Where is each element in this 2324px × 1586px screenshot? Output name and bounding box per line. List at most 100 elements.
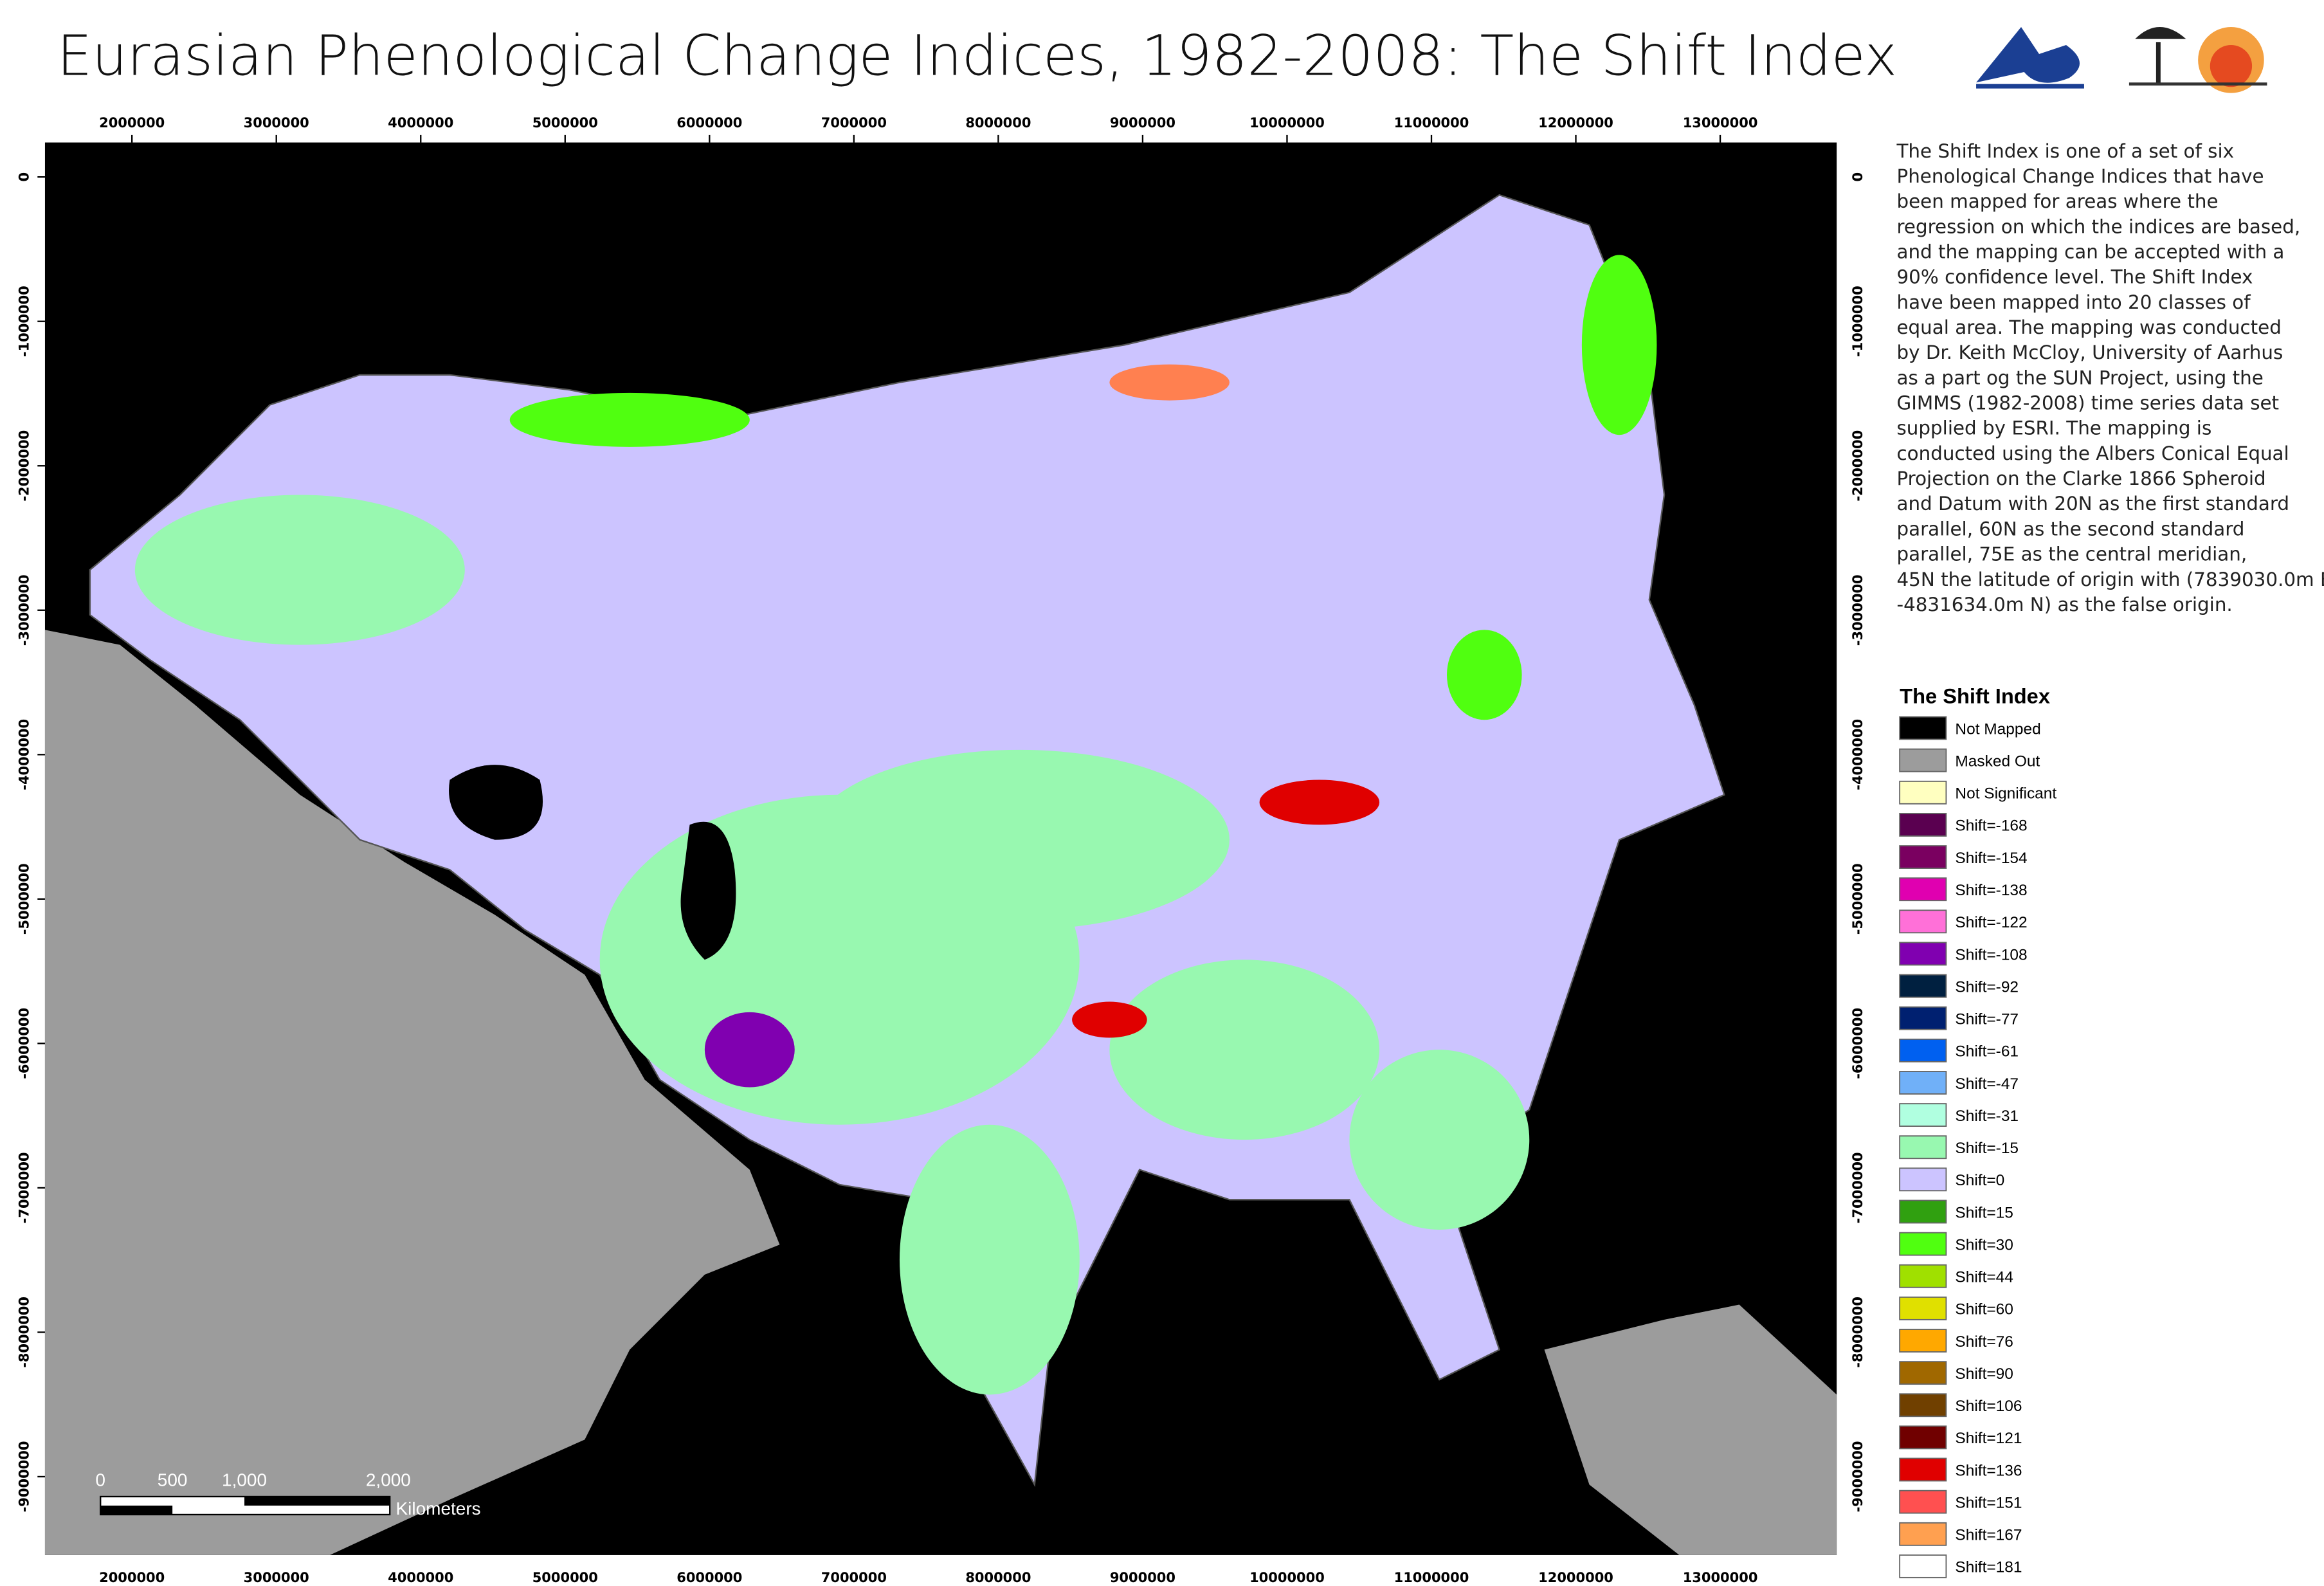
x-tick-label-top: 3000000 — [244, 115, 309, 131]
x-tick-label-bottom: 3000000 — [244, 1570, 309, 1585]
logo-aarhus — [1976, 27, 2084, 89]
caspian-sea — [680, 821, 736, 960]
grid-ticks: 2000000 2000000 3000000 3000000 4000000 40000… — [16, 115, 1866, 1585]
legend-label: Masked Out — [1955, 752, 2040, 770]
legend-label: Shift=-61 — [1955, 1043, 2019, 1061]
scale-label: 0 — [95, 1470, 105, 1490]
y-tick-label-right: -6000000 — [1850, 1008, 1866, 1079]
y-tick-label-left: -8000000 — [16, 1297, 32, 1368]
description-line: regression on which the indices are base… — [1896, 215, 2300, 237]
legend-title: The Shift Index — [1900, 684, 2050, 708]
y-tick-label-left: 0 — [16, 172, 32, 182]
legend-label: Shift=-15 — [1955, 1140, 2019, 1157]
legend-swatch — [1899, 1457, 1947, 1482]
description: The Shift Index is one of a set of six Ph… — [1896, 140, 2324, 615]
legend-label: Shift=-31 — [1955, 1107, 2019, 1125]
legend-swatch — [1899, 1006, 1947, 1030]
x-tick-label-top: 7000000 — [821, 115, 887, 131]
description-line: Phenological Change Indices that have — [1896, 165, 2264, 187]
description-line: -4831634.0m N) as the false origin. — [1896, 594, 2232, 615]
x-tick-label-bottom: 13000000 — [1683, 1570, 1758, 1585]
x-tick-label-top: 9000000 — [1110, 115, 1176, 131]
legend-label: Shift=76 — [1955, 1333, 2013, 1351]
scale-label: 500 — [158, 1470, 188, 1490]
legend: Not Mapped Masked Out Not Significant Shift… — [1899, 716, 2056, 1578]
y-tick-label-left: -3000000 — [16, 574, 32, 646]
legend-label: Shift=44 — [1955, 1269, 2013, 1286]
x-tick-label-bottom: 8000000 — [965, 1570, 1031, 1585]
y-tick-label-right: -9000000 — [1850, 1441, 1866, 1513]
y-tick-label-right: 0 — [1850, 172, 1866, 182]
y-tick-label-right: -2000000 — [1850, 430, 1866, 502]
x-tick-label-top: 5000000 — [532, 115, 598, 131]
map — [44, 142, 1837, 1555]
legend-label: Shift=-108 — [1955, 946, 2027, 963]
legend-label: Shift=181 — [1955, 1559, 2022, 1576]
legend-swatch — [1899, 1071, 1947, 1095]
legend-swatch — [1899, 1296, 1947, 1320]
x-tick-label-bottom: 6000000 — [676, 1570, 742, 1585]
legend-label: Shift=60 — [1955, 1301, 2013, 1318]
x-tick-label-bottom: 5000000 — [532, 1570, 598, 1585]
title: Eurasian Phenological Change Indices, 19… — [57, 24, 1898, 89]
x-tick-label-top: 11000000 — [1394, 115, 1469, 131]
legend-swatch — [1899, 813, 1947, 837]
bright-green-areas — [509, 255, 1657, 720]
scale-bar: 0 500 1,000 2,000 Kilometers — [95, 1470, 480, 1518]
legend-label: Not Significant — [1955, 785, 2056, 803]
legend-swatch — [1899, 1167, 1947, 1192]
description-line: equal area. The mapping was conducted — [1896, 316, 2281, 338]
black-sea — [449, 765, 543, 840]
legend-label: Shift=-77 — [1955, 1011, 2019, 1028]
x-tick-label-bottom: 10000000 — [1249, 1570, 1325, 1585]
description-line: have been mapped into 20 classes of — [1896, 291, 2251, 313]
y-tick-label-left: -4000000 — [16, 719, 32, 790]
green-shift-areas — [134, 495, 1530, 1395]
legend-swatch — [1899, 1554, 1947, 1578]
x-tick-label-top: 8000000 — [965, 115, 1031, 131]
y-tick-label-right: -1000000 — [1850, 286, 1866, 357]
legend-label: Not Mapped — [1955, 720, 2040, 738]
orange-area — [1109, 364, 1230, 401]
x-tick-label-top: 2000000 — [99, 115, 165, 131]
scale-label: 2,000 — [366, 1470, 411, 1490]
description-line: been mapped for areas where the — [1896, 190, 2218, 212]
x-tick-label-bottom: 12000000 — [1538, 1570, 1613, 1585]
description-line: by Dr. Keith McCloy, University of Aarhu… — [1896, 342, 2283, 363]
legend-label: Shift=90 — [1955, 1365, 2013, 1383]
y-tick-label-left: -5000000 — [16, 863, 32, 934]
legend-label: Shift=-138 — [1955, 882, 2027, 899]
description-line: and the mapping can be accepted with a — [1896, 241, 2284, 263]
legend-label: Shift=-122 — [1955, 914, 2027, 931]
x-tick-label-top: 12000000 — [1538, 115, 1613, 131]
x-tick-label-bottom: 7000000 — [821, 1570, 887, 1585]
legend-swatch — [1899, 1490, 1947, 1514]
legend-swatch — [1899, 1329, 1947, 1353]
legend-swatch — [1899, 748, 1947, 772]
legend-label: Shift=167 — [1955, 1527, 2022, 1544]
description-line: 45N the latitude of origin with (7839030… — [1896, 569, 2324, 590]
y-tick-label-right: -4000000 — [1850, 719, 1866, 790]
masked-area — [44, 630, 780, 1555]
legend-label: Shift=-154 — [1955, 850, 2027, 867]
description-line: GIMMS (1982-2008) time series data set — [1896, 392, 2279, 414]
description-line: and Datum with 20N as the first standard — [1896, 493, 2289, 515]
legend-swatch — [1899, 780, 1947, 805]
legend-swatch — [1899, 877, 1947, 902]
description-line: Projection on the Clarke 1866 Spheroid — [1896, 468, 2265, 489]
legend-swatch — [1899, 1264, 1947, 1288]
x-tick-label-top: 13000000 — [1683, 115, 1758, 131]
legend-swatch — [1899, 909, 1947, 934]
y-tick-label-left: -7000000 — [16, 1152, 32, 1223]
description-line: conducted using the Albers Conical Equal — [1896, 442, 2289, 464]
y-tick-label-right: -5000000 — [1850, 863, 1866, 934]
scale-labels: 0 500 1,000 2,000 Kilometers — [95, 1470, 480, 1518]
description-line: supplied by ESRI. The mapping is — [1896, 417, 2211, 439]
legend-swatch — [1899, 1038, 1947, 1062]
logo-sun — [2129, 27, 2267, 93]
legend-swatch — [1899, 1199, 1947, 1224]
legend-swatch — [1899, 1135, 1947, 1160]
legend-label: Shift=-92 — [1955, 978, 2019, 996]
legend-swatch — [1899, 1425, 1947, 1450]
legend-swatch — [1899, 1232, 1947, 1256]
